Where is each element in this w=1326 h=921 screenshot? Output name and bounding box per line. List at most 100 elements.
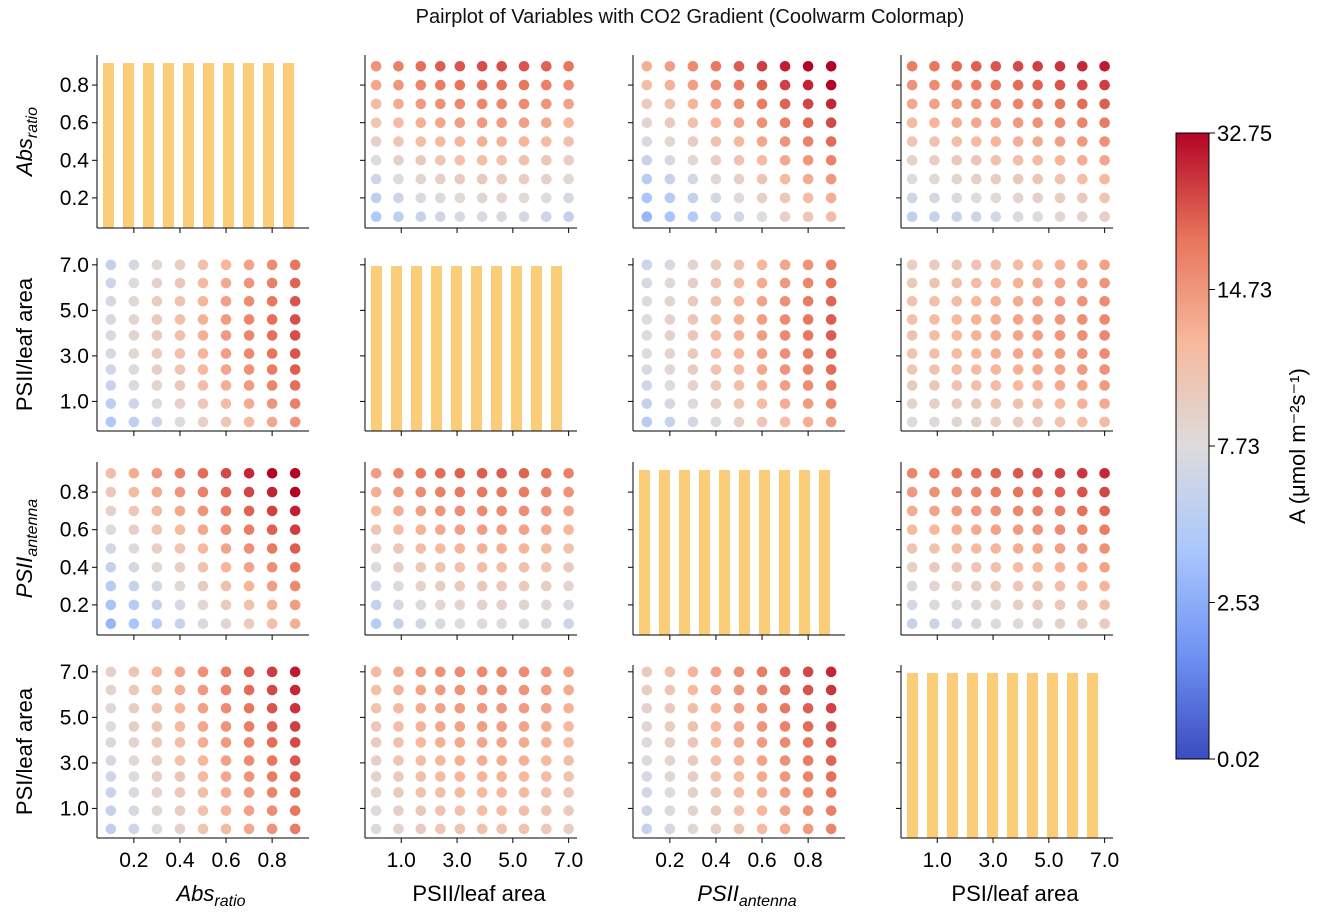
scatter-point: [174, 295, 186, 307]
scatter-point: [756, 805, 768, 816]
scatter-point: [641, 136, 653, 147]
scatter-point: [756, 416, 768, 428]
y-tick-label: 0.2: [60, 594, 89, 617]
scatter-point: [802, 805, 814, 816]
scatter-point: [435, 467, 446, 479]
scatter-point: [779, 771, 791, 782]
scatter-point: [435, 543, 446, 554]
scatter-point: [1099, 599, 1110, 611]
scatter-point: [802, 380, 814, 391]
scatter-point: [197, 580, 209, 592]
scatter-point: [197, 702, 209, 714]
scatter-point: [435, 721, 446, 732]
scatter-point: [454, 136, 466, 147]
scatter-point: [289, 277, 301, 289]
scatter-point: [496, 755, 507, 766]
scatter-point: [951, 618, 963, 630]
scatter-point: [151, 330, 163, 341]
scatter-point: [1012, 486, 1024, 498]
scatter-point: [990, 562, 1002, 573]
scatter-point: [990, 505, 1002, 517]
scatter-point: [541, 618, 552, 630]
scatter-point: [710, 192, 722, 204]
scatter-point: [370, 155, 382, 166]
scatter-point: [220, 771, 232, 782]
scatter-point: [128, 562, 140, 573]
scatter-point: [756, 211, 768, 223]
scatter-point: [105, 562, 117, 573]
scatter-point: [541, 211, 552, 223]
scatter-point: [756, 380, 768, 391]
scatter-point: [802, 330, 814, 341]
scatter-point: [220, 721, 232, 732]
scatter-point: [563, 505, 574, 517]
scatter-point: [393, 618, 404, 630]
scatter-point: [105, 771, 117, 782]
scatter-point: [220, 543, 232, 554]
scatter-point: [174, 505, 186, 517]
scatter-point: [906, 580, 918, 592]
scatter-point: [435, 771, 446, 782]
scatter-point: [541, 721, 552, 732]
scatter-point: [971, 98, 982, 110]
scatter-point: [518, 618, 530, 630]
panel-0-3: [896, 55, 1113, 233]
scatter-point: [990, 380, 1002, 391]
scatter-point: [197, 277, 209, 289]
scatter-point: [370, 684, 382, 696]
scatter-point: [802, 787, 814, 798]
scatter-point: [687, 277, 699, 289]
scatter-point: [687, 755, 699, 766]
histogram-bar: [123, 63, 134, 228]
scatter-point: [802, 737, 814, 748]
scatter-point: [1054, 580, 1066, 592]
scatter-point: [415, 702, 427, 714]
scatter-point: [1032, 599, 1043, 611]
scatter-point: [370, 580, 382, 592]
scatter-point: [105, 364, 117, 375]
scatter-point: [1012, 505, 1024, 517]
scatter-point: [1099, 98, 1110, 110]
scatter-point: [733, 684, 745, 696]
scatter-point: [825, 173, 837, 185]
scatter-point: [370, 98, 382, 110]
scatter-point: [733, 173, 745, 185]
scatter-point: [1077, 60, 1088, 72]
scatter-point: [1077, 173, 1088, 185]
scatter-point: [929, 543, 940, 554]
histogram-bar: [263, 63, 274, 228]
scatter-point: [289, 416, 301, 428]
scatter-point: [990, 136, 1002, 147]
scatter-point: [1099, 295, 1110, 307]
scatter-point: [756, 155, 768, 166]
scatter-point: [802, 398, 814, 409]
scatter-point: [151, 805, 163, 816]
scatter-point: [243, 721, 255, 732]
histogram-bar: [491, 266, 502, 431]
scatter-point: [105, 314, 117, 325]
scatter-point: [1077, 486, 1088, 498]
scatter-point: [951, 211, 963, 223]
scatter-point: [220, 823, 232, 835]
scatter-point: [779, 684, 791, 696]
scatter-point: [1099, 524, 1110, 535]
scatter-point: [496, 737, 507, 748]
scatter-point: [518, 136, 530, 147]
scatter-point: [664, 721, 676, 732]
scatter-point: [825, 60, 837, 72]
scatter-point: [174, 543, 186, 554]
scatter-point: [563, 805, 574, 816]
scatter-point: [990, 155, 1002, 166]
scatter-point: [1012, 348, 1024, 359]
scatter-point: [971, 543, 982, 554]
scatter-point: [1099, 398, 1110, 409]
scatter-point: [664, 60, 676, 72]
scatter-point: [454, 787, 466, 798]
histogram-bar: [391, 266, 402, 431]
scatter-point: [454, 211, 466, 223]
scatter-point: [174, 721, 186, 732]
scatter-point: [906, 211, 918, 223]
scatter-point: [825, 117, 837, 128]
scatter-point: [105, 348, 117, 359]
scatter-point: [128, 823, 140, 835]
